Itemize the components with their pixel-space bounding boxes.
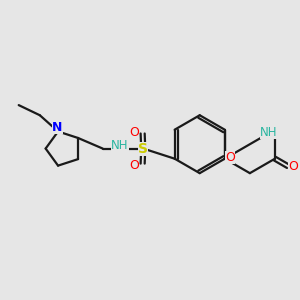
Text: O: O (225, 151, 235, 164)
Text: S: S (138, 142, 148, 156)
Text: O: O (130, 125, 140, 139)
Text: NH: NH (260, 125, 277, 139)
Text: O: O (130, 159, 140, 172)
Text: NH: NH (111, 139, 129, 152)
Text: O: O (288, 160, 298, 173)
Text: N: N (52, 121, 63, 134)
